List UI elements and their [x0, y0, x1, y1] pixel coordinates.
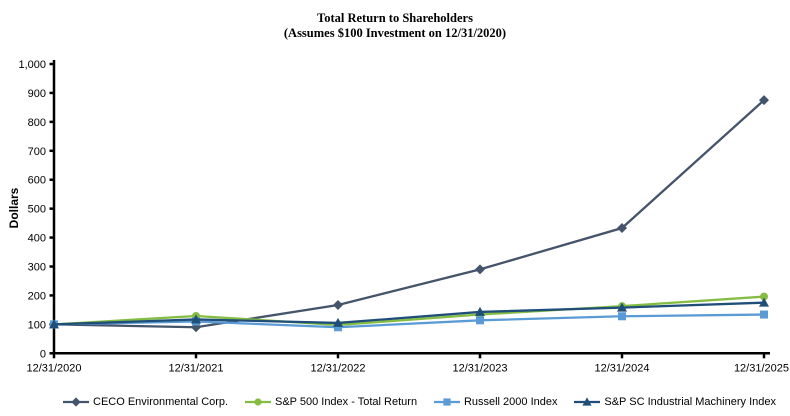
- svg-text:12/31/2021: 12/31/2021: [168, 362, 223, 374]
- svg-text:0: 0: [40, 348, 46, 360]
- svg-text:800: 800: [28, 117, 46, 129]
- legend-swatch-diamond-icon: [63, 397, 89, 407]
- legend-swatch-triangle-icon: [574, 397, 601, 406]
- svg-text:12/31/2022: 12/31/2022: [310, 362, 365, 374]
- svg-text:600: 600: [28, 175, 46, 187]
- legend-label: Russell 2000 Index: [463, 396, 558, 408]
- legend-swatch-square-icon: [433, 398, 460, 406]
- legend-item-ceco: CECO Environmental Corp.: [62, 396, 228, 408]
- svg-text:100: 100: [28, 319, 46, 331]
- legend-label: CECO Environmental Corp.: [93, 396, 229, 408]
- svg-text:1,000: 1,000: [18, 59, 46, 71]
- svg-text:12/31/2024: 12/31/2024: [594, 362, 649, 374]
- legend-item-russell: Russell 2000 Index: [433, 396, 558, 408]
- svg-text:900: 900: [28, 88, 46, 100]
- chart-title-block: Total Return to Shareholders (Assumes $1…: [0, 11, 790, 41]
- svg-text:12/31/2020: 12/31/2020: [26, 362, 81, 374]
- svg-text:12/31/2023: 12/31/2023: [452, 362, 507, 374]
- legend-item-sp500: S&P 500 Index - Total Return: [244, 396, 417, 408]
- svg-text:200: 200: [28, 290, 46, 302]
- chart-legend: CECO Environmental Corp. S&P 500 Index -…: [0, 396, 790, 408]
- legend-item-spsc: S&P SC Industrial Machinery Index: [573, 396, 776, 408]
- chart-subtitle: (Assumes $100 Investment on 12/31/2020): [283, 26, 507, 40]
- svg-text:300: 300: [28, 262, 46, 274]
- svg-text:12/31/2025: 12/31/2025: [734, 362, 789, 374]
- svg-text:400: 400: [28, 233, 46, 245]
- legend-label: S&P SC Industrial Machinery Index: [604, 396, 776, 408]
- legend-swatch-circle-icon: [244, 398, 271, 406]
- legend-label: S&P 500 Index - Total Return: [274, 396, 418, 408]
- chart-title: Total Return to Shareholders: [317, 11, 473, 25]
- svg-text:700: 700: [28, 146, 46, 158]
- svg-text:500: 500: [28, 204, 46, 216]
